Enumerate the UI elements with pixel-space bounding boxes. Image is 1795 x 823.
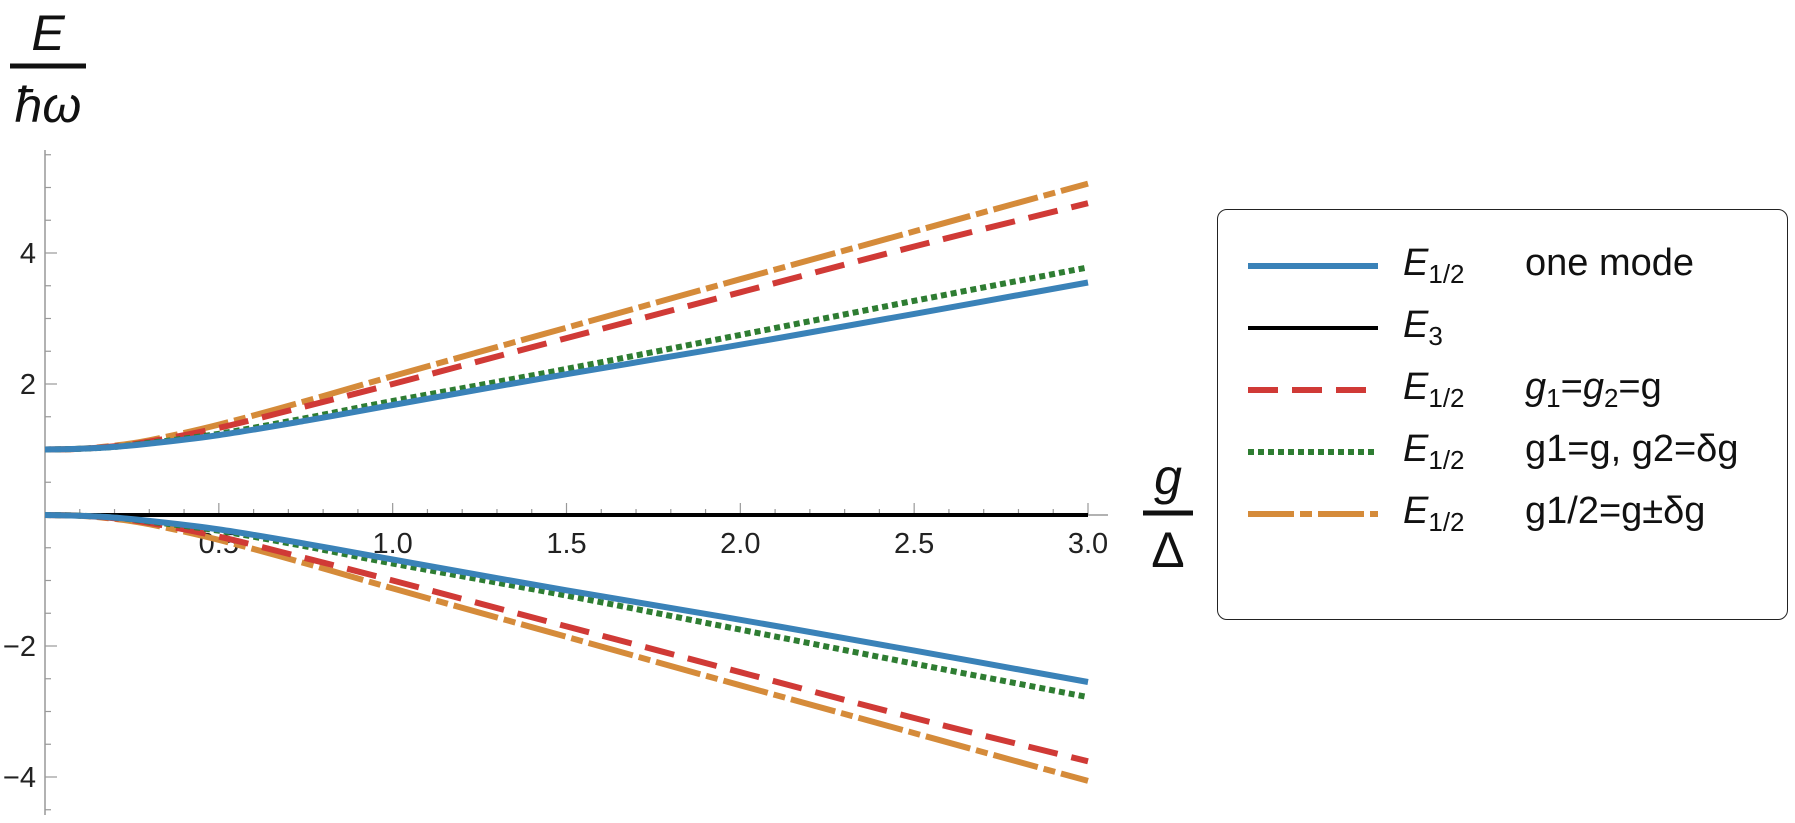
legend-desc: g1=g2=g [1525,366,1662,413]
legend-desc: g1/2=g±δg [1525,490,1706,532]
y-tick-label: 2 [20,369,36,401]
legend-entry-e3: E3 [1218,298,1787,358]
y-tick-label: 4 [20,238,36,270]
x-tick-label: 3.0 [1068,528,1108,560]
legend-swatch-black-solid [1248,326,1378,330]
legend-swatch-orange-longdash [1248,511,1378,517]
legend-desc: g1=g, g2=δg [1525,428,1739,470]
legend-name: E1/2 [1403,366,1465,413]
legend-name: E1/2 [1403,428,1465,475]
legend-swatch-blue-solid [1248,263,1378,269]
series-2-upper-line [44,200,1089,453]
series-3-upper-line [44,264,1089,453]
series-4-upper-line [44,180,1089,453]
legend-desc: one mode [1525,242,1695,284]
x-axis-label-denominator: Δ [1151,522,1184,578]
legend-entry-g2-delta-g: E1/2 g1=g, g2=δg [1218,422,1787,482]
legend-entry-g-pm-delta-g: E1/2 g1/2=g±δg [1218,484,1787,544]
legend: E1/2 one mode E3 E1/2 g1=g2=g E1/2 g1=g,… [1217,209,1788,620]
legend-name: E1/2 [1403,490,1465,537]
x-tick-label: 2.5 [894,528,934,560]
legend-swatch-red-dashed [1248,387,1378,393]
x-tick-label: 1.5 [546,528,586,560]
y-tick-label: −2 [3,631,36,663]
y-axis-label-numerator: E [31,5,65,61]
y-axis-label-denominator: ħω [15,77,82,133]
legend-entry-one-mode: E1/2 one mode [1218,236,1787,296]
y-tick-label: −4 [3,762,36,794]
series-0-lower-line [44,512,1089,685]
legend-swatch-green-dotted [1248,449,1378,455]
legend-name: E1/2 [1403,242,1465,289]
legend-name: E3 [1403,304,1443,351]
legend-entry-g1-eq-g2: E1/2 g1=g2=g [1218,360,1787,420]
series-0-upper-line [44,279,1089,453]
x-tick-label: 2.0 [720,528,760,560]
series-layer [44,180,1089,784]
axes: 0.5 1.0 1.5 2.0 2.5 3.0−4−224 [3,150,1108,815]
x-axis-label-numerator: g [1154,449,1182,505]
